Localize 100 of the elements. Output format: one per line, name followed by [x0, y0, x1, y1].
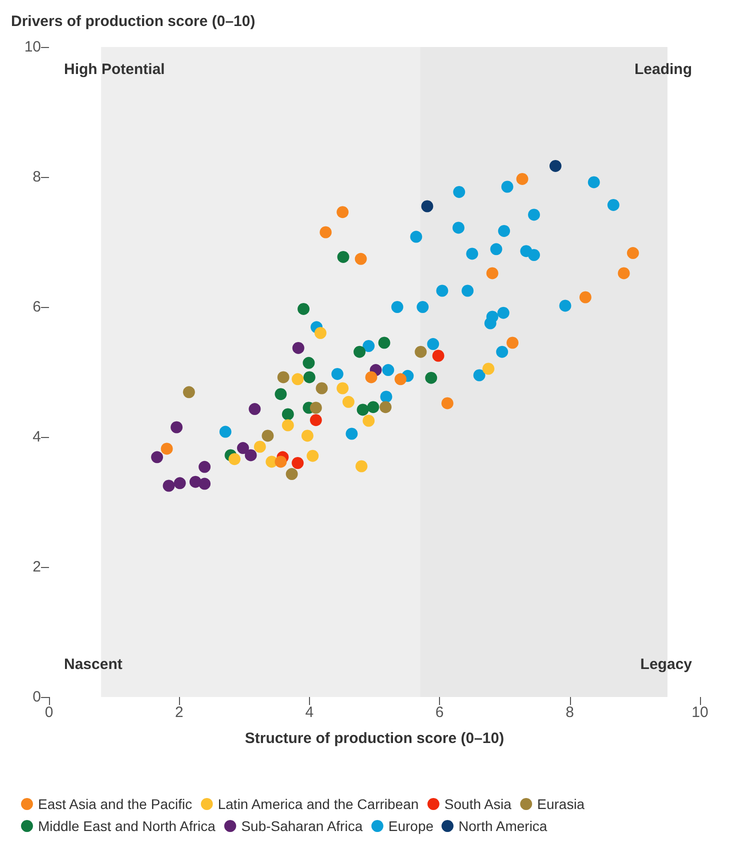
legend-label: Latin America and the Carribean: [218, 796, 419, 812]
point: [198, 460, 211, 473]
point: [482, 362, 494, 375]
annotation: Legacy: [640, 656, 693, 673]
y-tick-label: 0: [32, 688, 41, 706]
point: [277, 371, 290, 384]
point: [501, 180, 514, 193]
point: [453, 186, 466, 198]
point: [237, 442, 249, 454]
x-tick-label: 2: [175, 704, 184, 721]
point: [298, 302, 310, 315]
point: [414, 346, 427, 358]
point: [301, 430, 314, 442]
point: [248, 403, 261, 416]
legend-label: Middle East and North Africa: [38, 818, 216, 834]
point: [410, 230, 422, 243]
x-axis-title: Structure of production score (0–10): [244, 730, 504, 747]
x-tick-label: 8: [566, 704, 574, 721]
point: [355, 460, 368, 472]
point: [219, 426, 232, 438]
y-tick-label: 10: [24, 38, 41, 56]
point: [528, 208, 540, 221]
legend-label: South Asia: [444, 796, 512, 812]
point: [506, 336, 519, 349]
point: [528, 249, 540, 261]
point: [354, 346, 366, 358]
point: [282, 408, 294, 420]
point: [310, 402, 322, 414]
y-tick-label: 6: [32, 298, 41, 316]
point: [314, 327, 326, 339]
point: [331, 368, 344, 380]
point: [498, 224, 510, 237]
point: [244, 449, 257, 462]
annotation: Nascent: [64, 656, 122, 673]
point: [607, 198, 620, 211]
legend-label: East Asia and the Pacific: [38, 796, 192, 812]
point: [162, 480, 175, 492]
y-tick-label: 8: [32, 168, 41, 186]
point: [182, 386, 195, 398]
annotation: High Potential: [64, 61, 165, 78]
point: [316, 382, 328, 394]
point: [302, 356, 315, 369]
point: [380, 390, 392, 403]
y-axis-title: Drivers of production score (0–10): [11, 13, 256, 30]
point: [303, 371, 316, 384]
point: [365, 371, 378, 384]
point: [320, 226, 332, 238]
point: [549, 160, 562, 172]
point: [170, 421, 183, 434]
legend-label: Eurasia: [537, 796, 585, 812]
point: [490, 243, 502, 256]
y-tick-label: 2: [32, 558, 41, 576]
point: [626, 247, 639, 260]
x-tick-label: 6: [435, 704, 444, 721]
point: [436, 284, 448, 297]
point: [292, 457, 304, 469]
point: [484, 317, 496, 330]
x-tick-label: 4: [305, 704, 314, 721]
point: [441, 397, 454, 410]
point: [579, 291, 592, 304]
x-tick-label: 0: [44, 704, 54, 721]
point: [310, 414, 322, 426]
point: [306, 450, 319, 462]
point: [336, 382, 349, 394]
point: [346, 428, 358, 440]
point: [292, 373, 304, 386]
legend-label: North America: [458, 818, 548, 834]
point: [337, 250, 350, 263]
point: [254, 440, 266, 453]
point: [497, 306, 510, 319]
point: [559, 300, 572, 312]
point: [496, 346, 508, 358]
point: [516, 172, 528, 185]
point: [274, 388, 287, 400]
legend-label: Europe: [388, 818, 434, 834]
point: [466, 248, 478, 260]
point: [618, 267, 630, 280]
point: [362, 340, 375, 352]
point: [336, 206, 349, 218]
point: [432, 350, 444, 362]
point: [486, 267, 498, 280]
point: [292, 342, 304, 354]
x-tick-label: 10: [692, 704, 708, 721]
legend-label: Sub-Saharan Africa: [241, 818, 363, 834]
point: [367, 401, 380, 414]
point: [425, 372, 438, 384]
annotation: Leading: [634, 61, 692, 78]
point: [354, 252, 367, 265]
point: [378, 336, 390, 349]
point: [151, 451, 164, 464]
point: [588, 176, 600, 188]
point: [382, 364, 394, 376]
point: [416, 301, 429, 313]
point: [380, 401, 392, 414]
point: [160, 442, 173, 455]
point: [473, 369, 486, 382]
point: [362, 414, 375, 427]
point: [228, 453, 241, 466]
point: [427, 338, 440, 350]
point: [452, 222, 464, 234]
